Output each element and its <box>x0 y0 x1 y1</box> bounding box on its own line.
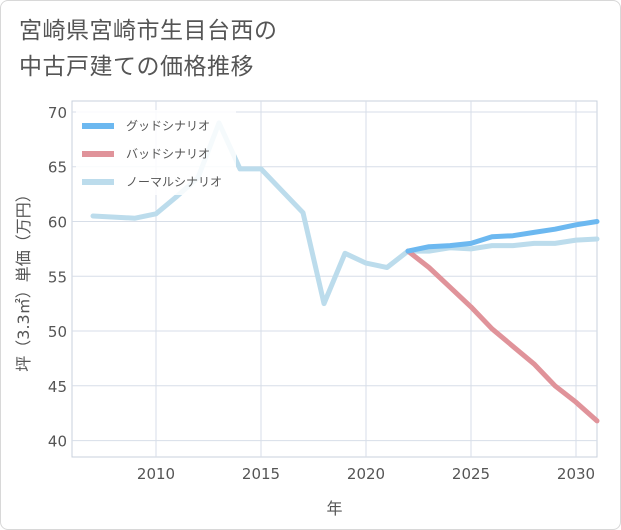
x-axis-label: 年 <box>326 499 342 518</box>
legend-label: バッドシナリオ <box>126 147 210 161</box>
y-tick-label: 65 <box>48 159 67 177</box>
series-line-1 <box>405 248 600 424</box>
chart-title: 宮崎県宮崎市生目台西の 中古戸建ての価格推移 <box>19 18 278 80</box>
y-tick-label: 45 <box>48 378 67 396</box>
series-line-2 <box>90 120 600 307</box>
legend-label: ノーマルシナリオ <box>126 175 222 189</box>
y-tick-label: 60 <box>48 213 67 231</box>
series-line-0 <box>405 219 600 254</box>
series-lines <box>90 120 600 424</box>
x-tick-label: 2015 <box>242 465 280 483</box>
y-tick-label: 40 <box>48 433 67 451</box>
x-tick-label: 2030 <box>557 465 595 483</box>
plot-frame <box>71 100 598 458</box>
x-tick-label: 2010 <box>137 465 175 483</box>
y-axis-label: 坪（3.3㎡）単価（万円） <box>14 186 33 371</box>
grid-lines <box>71 100 598 458</box>
y-tick-label: 55 <box>48 268 67 286</box>
legend-label: グッドシナリオ <box>126 119 210 133</box>
y-tick-label: 70 <box>48 104 67 122</box>
y-tick-label: 50 <box>48 323 67 341</box>
x-tick-label: 2025 <box>452 465 490 483</box>
tick-labels: 40 45 50 55 60 65 70 2010 2015 2020 2025 2030 <box>48 104 595 483</box>
x-tick-label: 2020 <box>347 465 385 483</box>
